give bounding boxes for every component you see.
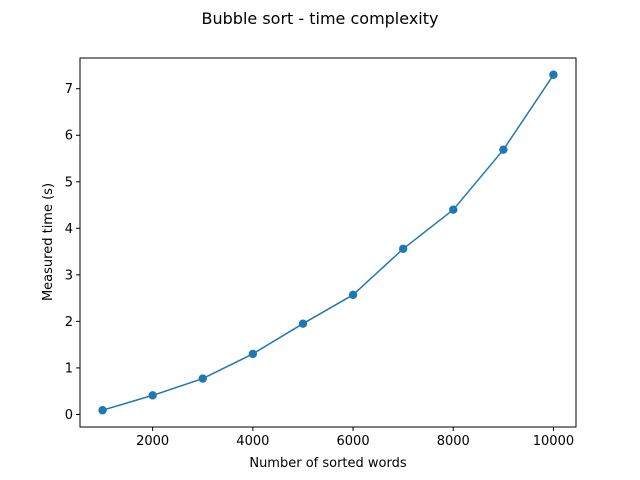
plot-frame — [79, 57, 577, 428]
data-point — [298, 319, 308, 328]
y-tick-label: 2 — [65, 315, 73, 330]
data-point — [198, 374, 207, 383]
data-point — [398, 244, 408, 253]
data-point — [499, 145, 508, 154]
data-point — [98, 406, 107, 415]
y-tick-label: 4 — [65, 222, 73, 237]
y-tick-label: 6 — [65, 129, 73, 144]
x-tick-label: 4000 — [236, 434, 269, 449]
data-point — [348, 290, 358, 300]
y-axis-label: Measured time (s) — [41, 183, 56, 301]
y-tick-label: 0 — [65, 408, 73, 423]
x-tick-label: 6000 — [337, 434, 370, 449]
x-tick-label: 8000 — [437, 434, 470, 449]
y-tick-label: 5 — [65, 175, 73, 190]
y-tick-label: 7 — [65, 82, 73, 97]
data-point — [449, 205, 458, 214]
y-tick-label: 1 — [65, 361, 73, 376]
y-tick-label: 3 — [65, 268, 73, 283]
x-axis-label: Number of sorted words — [249, 456, 407, 471]
data-point — [148, 391, 157, 400]
x-tick-label: 2000 — [136, 434, 169, 449]
data-point — [248, 349, 258, 359]
data-point — [549, 70, 558, 79]
series-line — [102, 74, 555, 411]
chart-title: Bubble sort - time complexity — [202, 9, 439, 28]
plot-area — [98, 70, 558, 415]
x-tick-label: 10000 — [533, 434, 574, 449]
